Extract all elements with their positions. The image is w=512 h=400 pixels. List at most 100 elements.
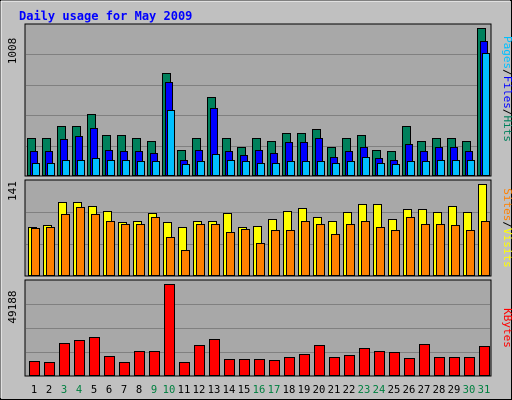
sites-bar bbox=[241, 229, 250, 276]
kbytes-bar bbox=[404, 358, 415, 376]
x-axis-day-label: 13 bbox=[208, 384, 221, 396]
legend-sep: / bbox=[501, 221, 512, 228]
chart-title: Daily usage for May 2009 bbox=[19, 9, 192, 23]
kbytes-bar bbox=[434, 357, 445, 376]
legend-sep: / bbox=[501, 109, 512, 116]
sites-bar bbox=[136, 224, 145, 276]
pages-bar bbox=[377, 163, 385, 176]
x-axis-labels: 1 2 3 4 5 6 7 8 9 10 11 12 13 14 15 16 17 18 19 20 21 22 23 24 2… bbox=[31, 384, 490, 396]
sites-bar bbox=[151, 217, 160, 276]
sites-bar bbox=[466, 230, 475, 276]
x-axis-day-label: 15 bbox=[238, 384, 251, 396]
sites-bar bbox=[316, 224, 325, 276]
pages-bar bbox=[227, 160, 235, 176]
sites-bar bbox=[106, 221, 115, 276]
pages-bar bbox=[467, 160, 475, 176]
sites-bar bbox=[31, 228, 40, 276]
x-axis-day-label: 11 bbox=[178, 384, 191, 396]
pages-bar bbox=[302, 161, 310, 176]
pages-bar bbox=[137, 161, 145, 176]
kbytes-bar bbox=[104, 356, 115, 376]
pages-bar bbox=[422, 161, 430, 176]
sites-bar bbox=[121, 224, 130, 276]
legend-sep: / bbox=[501, 69, 512, 76]
sites-bar bbox=[451, 225, 460, 276]
kbytes-bar bbox=[344, 355, 355, 376]
visits-ymax-label: 141 bbox=[6, 181, 19, 201]
pages-bar bbox=[482, 53, 490, 176]
pages-bar bbox=[212, 154, 220, 176]
kbytes-bar bbox=[359, 348, 370, 376]
sites-bar bbox=[361, 221, 370, 276]
x-axis-day-label: 19 bbox=[298, 384, 311, 396]
pages-bar bbox=[182, 164, 190, 176]
kbytes-bar bbox=[224, 359, 235, 376]
x-axis-day-label: 16 bbox=[253, 384, 266, 396]
x-axis-day-label: 29 bbox=[448, 384, 461, 396]
pages-bar bbox=[272, 163, 280, 176]
pages-bar bbox=[92, 158, 100, 176]
x-axis-day-label: 3 bbox=[61, 384, 67, 396]
sites-bar bbox=[226, 232, 235, 276]
kbytes-bar bbox=[299, 354, 310, 376]
legend-files: Files bbox=[501, 76, 512, 109]
sites-bar bbox=[271, 230, 280, 276]
sites-bar bbox=[256, 243, 265, 276]
pages-bar bbox=[362, 157, 370, 176]
x-axis-day-label: 1 bbox=[31, 384, 37, 396]
pages-bar bbox=[332, 163, 340, 176]
kbytes-bar bbox=[164, 284, 175, 376]
x-axis-day-label: 10 bbox=[163, 384, 176, 396]
pages-bar bbox=[77, 160, 85, 176]
kbytes-bar bbox=[314, 345, 325, 376]
pages-bar bbox=[122, 160, 130, 176]
sites-bar bbox=[76, 207, 85, 276]
sites-bar bbox=[166, 237, 175, 276]
sites-bar bbox=[481, 221, 490, 276]
x-axis-day-label: 4 bbox=[76, 384, 82, 396]
pages-bar bbox=[47, 163, 55, 176]
pages-bar bbox=[437, 160, 445, 176]
sites-bar bbox=[346, 224, 355, 276]
x-axis-day-label: 17 bbox=[268, 384, 281, 396]
kbytes-bar bbox=[374, 351, 385, 376]
kbytes-bar bbox=[389, 352, 400, 376]
x-axis-day-label: 5 bbox=[91, 384, 97, 396]
kbytes-bar bbox=[419, 344, 430, 376]
kbytes-bar bbox=[29, 361, 40, 376]
sites-bar bbox=[286, 230, 295, 276]
kbytes-bar bbox=[194, 345, 205, 376]
x-axis-day-label: 28 bbox=[433, 384, 446, 396]
x-axis-day-label: 7 bbox=[121, 384, 127, 396]
legend-pages: Pages bbox=[501, 36, 512, 69]
kbytes-bar bbox=[254, 359, 265, 376]
pages-bar bbox=[107, 160, 115, 176]
kbytes-bar bbox=[179, 362, 190, 376]
hits-ymax-label: 1008 bbox=[6, 38, 19, 65]
sites-bar bbox=[376, 227, 385, 276]
kbytes-bar bbox=[479, 346, 490, 376]
pages-bar bbox=[167, 110, 175, 176]
sites-bar bbox=[196, 224, 205, 276]
pages-bar bbox=[287, 161, 295, 176]
kbytes-bar bbox=[59, 343, 70, 376]
kbytes-legend: KBytes bbox=[501, 308, 512, 348]
sites-bar bbox=[91, 214, 100, 276]
sites-bar bbox=[406, 217, 415, 276]
x-axis-day-label: 30 bbox=[463, 384, 476, 396]
kbytes-bar bbox=[449, 357, 460, 376]
visits-legend: Sites/Visits bbox=[501, 188, 512, 268]
sites-bar bbox=[331, 234, 340, 276]
kbytes-bar bbox=[464, 357, 475, 376]
x-axis-day-label: 25 bbox=[388, 384, 401, 396]
x-axis-day-label: 21 bbox=[328, 384, 341, 396]
pages-bar bbox=[392, 164, 400, 176]
x-axis-day-label: 6 bbox=[106, 384, 112, 396]
sites-bar bbox=[211, 224, 220, 276]
legend-visits: Visits bbox=[501, 228, 512, 268]
x-axis-day-label: 8 bbox=[136, 384, 142, 396]
kbytes-bar bbox=[89, 337, 100, 376]
kbytes-bar bbox=[149, 351, 160, 376]
sites-bar bbox=[421, 224, 430, 276]
